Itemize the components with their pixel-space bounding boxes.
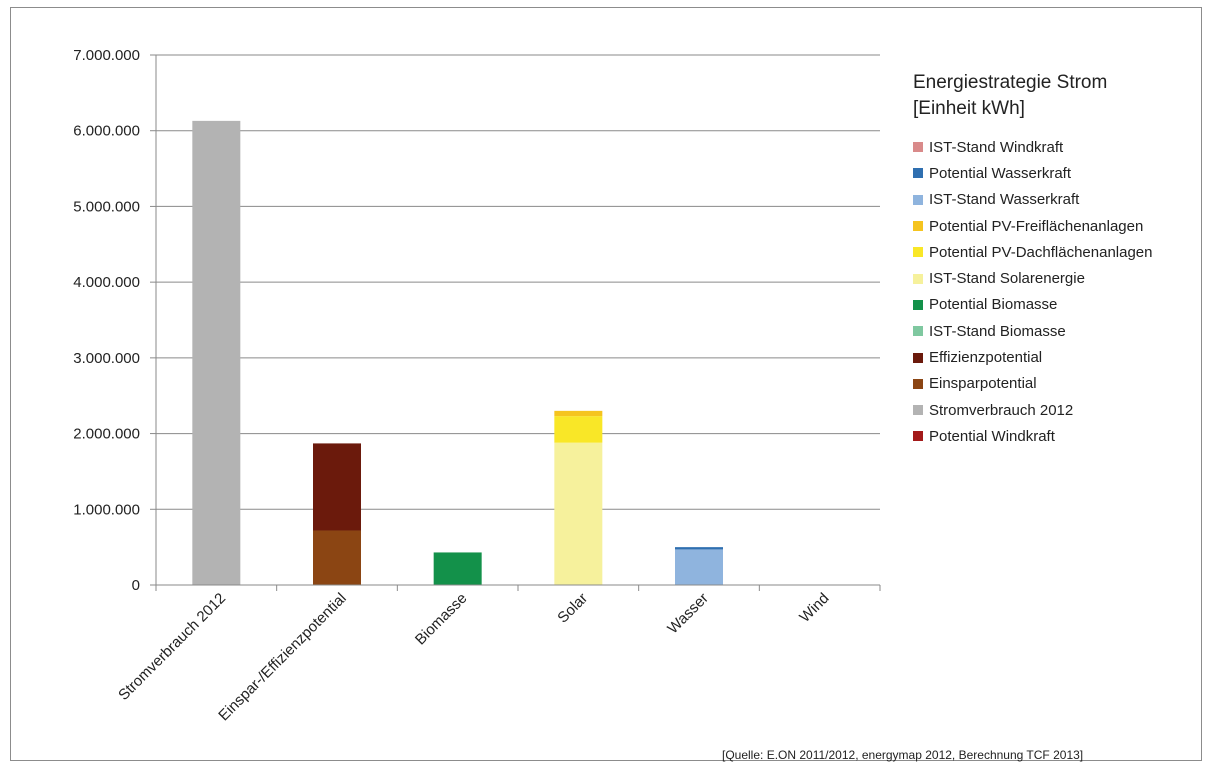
legend-label: IST-Stand Biomasse [929, 322, 1066, 340]
legend-label: IST-Stand Wasserkraft [929, 191, 1080, 209]
legend-item: IST-Stand Solarenergie [913, 265, 1212, 291]
legend-swatch [913, 221, 923, 232]
y-tick-label: 3.000.000 [73, 350, 140, 367]
legend-items: IST-Stand Windkraft Potential Wasserkraft… [913, 134, 1212, 450]
bar-segment [675, 547, 723, 550]
bar-segment [433, 552, 482, 585]
bar-segment [192, 120, 241, 585]
legend-label: Einsparpotential [929, 375, 1037, 393]
legend-label: Stromverbrauch 2012 [929, 401, 1074, 419]
gridlines [156, 54, 880, 510]
x-tick-label: Einspar-/Effizienzpotential [215, 590, 349, 724]
legend-item: Effizienzpotential [913, 344, 1212, 370]
legend-item: Potential Windkraft [913, 423, 1212, 449]
y-tick-label: 2.000.000 [73, 426, 140, 443]
legend-label: IST-Stand Solarenergie [929, 270, 1085, 288]
legend-swatch [913, 247, 923, 258]
legend-item: IST-Stand Biomasse [913, 318, 1212, 344]
x-axis-labels: Stromverbrauch 2012Einspar-/Effizienzpot… [115, 590, 832, 724]
y-tick-label: 6.000.000 [73, 123, 140, 140]
y-tick-label: 4.000.000 [73, 274, 140, 291]
x-tick-label: Wasser [664, 590, 712, 638]
x-tick-label: Wind [796, 590, 832, 626]
legend-item: Potential PV-Dachflächenanlagen [913, 239, 1212, 265]
legend-item: Potential Biomasse [913, 292, 1212, 318]
legend-item: IST-Stand Wasserkraft [913, 187, 1212, 213]
bar-segment [554, 442, 603, 585]
y-tick-label: 5.000.000 [73, 198, 140, 215]
legend-swatch [913, 194, 923, 205]
legend-label: Potential PV-Freiflächenanlagen [929, 217, 1144, 235]
legend-item: Stromverbrauch 2012 [913, 397, 1212, 423]
bar-segment [313, 530, 361, 585]
legend-label: Potential PV-Dachflächenanlagen [929, 243, 1153, 261]
axes [150, 54, 881, 591]
legend: Energiestrategie Strom [Einheit kWh] IST… [913, 70, 1212, 450]
legend-swatch [913, 352, 923, 363]
x-tick-label: Solar [554, 590, 591, 627]
legend-swatch [913, 299, 923, 310]
bar-segment [313, 443, 361, 531]
y-tick-label: 0 [132, 577, 140, 594]
legend-item: Potential Wasserkraft [913, 160, 1212, 186]
legend-swatch [913, 273, 923, 284]
legend-swatch [913, 326, 923, 337]
source-note: [Quelle: E.ON 2011/2012, energymap 2012,… [722, 748, 1084, 762]
legend-swatch [913, 405, 923, 416]
y-tick-label: 7.000.000 [73, 47, 140, 64]
legend-label: Potential Wasserkraft [929, 164, 1071, 182]
bar-segment [554, 410, 603, 417]
legend-label: Effizienzpotential [929, 349, 1043, 367]
y-tick-label: 1.000.000 [73, 501, 140, 518]
x-tick-label: Stromverbrauch 2012 [115, 590, 229, 704]
chart-subtitle-text: [Einheit kWh] [913, 98, 1025, 119]
legend-swatch [913, 142, 923, 153]
legend-label: Potential Biomasse [929, 296, 1058, 314]
legend-label: IST-Stand Windkraft [929, 138, 1064, 156]
legend-item: IST-Stand Windkraft [913, 134, 1212, 160]
legend-swatch [913, 378, 923, 389]
bar-segment [675, 549, 723, 585]
legend-swatch [913, 431, 923, 442]
y-axis-ticks: 0 1.000.000 2.000.000 3.000.000 4.000.000 5.0… [73, 47, 140, 594]
legend-label: Potential Windkraft [929, 427, 1055, 445]
legend-swatch [913, 168, 923, 179]
x-tick-label: Biomasse [412, 590, 471, 649]
legend-item: Potential PV-Freiflächenanlagen [913, 213, 1212, 239]
bar-segment [554, 416, 603, 443]
bars [192, 120, 723, 585]
chart-title-text: Energiestrategie Strom [913, 72, 1108, 93]
legend-item: Einsparpotential [913, 371, 1212, 397]
chart-title: Energiestrategie Strom [Einheit kWh] [913, 70, 1212, 122]
